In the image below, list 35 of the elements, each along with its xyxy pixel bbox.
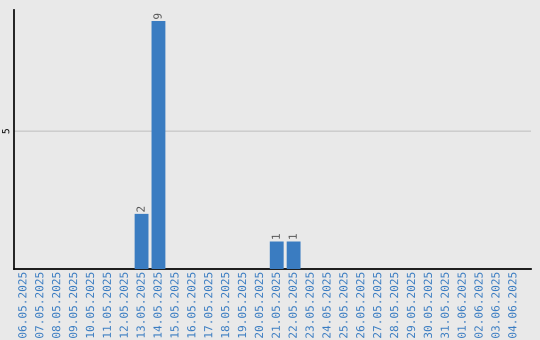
x-tick-label: 20.05.2025 — [254, 272, 264, 338]
x-tick-label: 16.05.2025 — [187, 272, 196, 338]
x-tick-label: 02.06.2025 — [474, 272, 483, 338]
data-label: 2 — [136, 206, 145, 212]
x-tick-label: 19.05.2025 — [238, 272, 246, 338]
x-tick-label: 25.05.2025 — [339, 272, 348, 338]
x-tick-label: 24.05.2025 — [322, 272, 331, 338]
x-tick-label: 03.06.2025 — [491, 272, 500, 338]
x-tick-label: 26.05.2025 — [356, 272, 364, 338]
x-tick-label: 23.05.2025 — [305, 272, 314, 338]
x-tick-label: 14.05.2025 — [153, 272, 162, 338]
data-label: 1 — [272, 234, 280, 239]
data-label: 1 — [288, 234, 297, 239]
y-tick-label: 5 — [2, 129, 10, 134]
x-tick-label: 28.05.2025 — [390, 272, 398, 338]
x-tick-label: 12.05.2025 — [120, 272, 128, 338]
x-tick-label: 31.05.2025 — [440, 272, 449, 338]
x-tick-label: 30.05.2025 — [424, 272, 432, 338]
x-tick-label: 07.05.2025 — [35, 272, 44, 338]
x-tick-label: 01.06.2025 — [457, 272, 466, 338]
x-tick-label: 04.06.2025 — [508, 272, 517, 338]
x-tick-label: 15.05.2025 — [170, 272, 179, 338]
x-tick-label: 09.05.2025 — [68, 272, 78, 338]
x-tick-label: 27.05.2025 — [372, 272, 382, 338]
x-tick-label: 08.05.2025 — [52, 272, 60, 338]
x-tick-label: 18.05.2025 — [220, 272, 230, 338]
x-tick-label: 17.05.2025 — [204, 272, 212, 338]
x-tick-label: 06.05.2025 — [18, 272, 27, 338]
data-label: 9 — [153, 14, 162, 19]
x-tick-label: 13.05.2025 — [136, 272, 145, 338]
x-tick-label: 22.05.2025 — [288, 272, 297, 338]
x-tick-label: 11.05.2025 — [102, 272, 112, 338]
x-tick-label: 10.05.2025 — [86, 272, 94, 338]
x-tick-label: 29.05.2025 — [406, 272, 416, 338]
x-tick-label: 21.05.2025 — [272, 272, 280, 338]
